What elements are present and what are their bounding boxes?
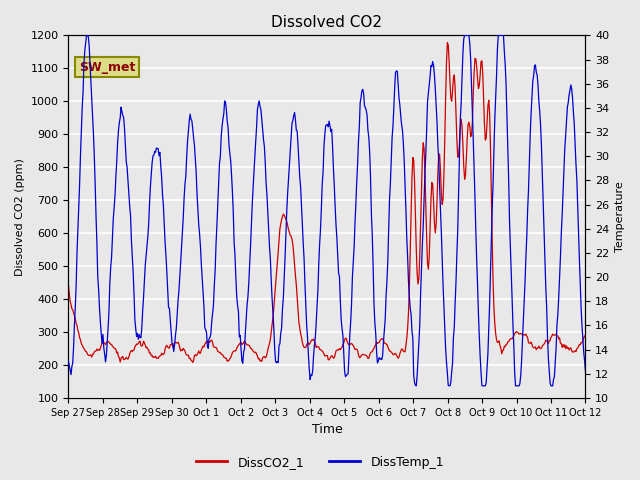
Title: Dissolved CO2: Dissolved CO2: [271, 15, 383, 30]
X-axis label: Time: Time: [312, 423, 342, 436]
Y-axis label: Temperature: Temperature: [615, 181, 625, 252]
Text: SW_met: SW_met: [79, 60, 135, 74]
Legend: DissCO2_1, DissTemp_1: DissCO2_1, DissTemp_1: [191, 451, 449, 474]
Y-axis label: Dissolved CO2 (ppm): Dissolved CO2 (ppm): [15, 158, 25, 276]
